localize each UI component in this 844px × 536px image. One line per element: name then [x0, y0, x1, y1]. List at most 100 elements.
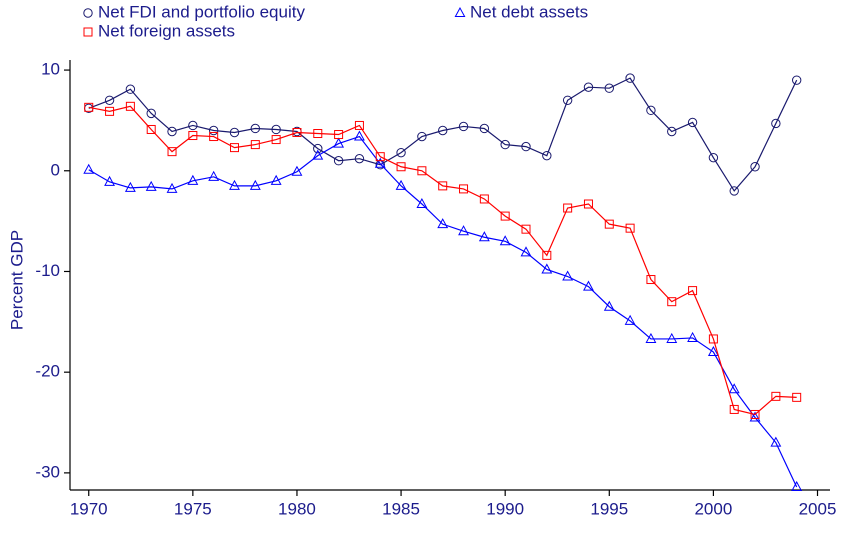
point — [188, 120, 198, 131]
point — [125, 84, 136, 94]
point — [542, 250, 552, 260]
point — [750, 162, 760, 172]
point — [313, 129, 323, 139]
point — [792, 392, 802, 402]
point — [541, 263, 553, 274]
point — [145, 180, 157, 191]
point — [84, 102, 94, 112]
point — [438, 125, 448, 136]
point — [417, 131, 427, 142]
point — [687, 117, 698, 128]
point — [166, 182, 178, 193]
point — [271, 124, 281, 135]
point — [479, 194, 489, 204]
point — [459, 184, 469, 194]
point — [604, 219, 614, 229]
point — [667, 297, 677, 307]
point — [250, 140, 260, 150]
point — [208, 125, 219, 136]
point — [458, 225, 469, 236]
point — [291, 165, 303, 176]
point — [500, 139, 510, 150]
point — [604, 83, 614, 93]
point — [417, 166, 427, 176]
x-tick-label: 2000 — [694, 499, 732, 518]
point — [562, 270, 574, 281]
point — [749, 411, 761, 422]
point — [354, 120, 364, 130]
point — [396, 147, 406, 158]
point — [667, 126, 677, 137]
legend-label: Net FDI and portfolio equity — [98, 2, 305, 21]
point — [791, 75, 802, 85]
point — [312, 149, 324, 160]
point — [438, 181, 448, 191]
point — [479, 123, 490, 134]
y-tick-label: -30 — [35, 462, 60, 481]
point — [146, 108, 156, 119]
point — [167, 126, 177, 137]
point — [209, 132, 219, 142]
series-line — [88, 135, 798, 488]
y-tick-label: 10 — [41, 60, 60, 79]
point — [105, 106, 115, 116]
y-tick-label: -20 — [35, 362, 60, 381]
point — [416, 197, 428, 209]
point — [104, 95, 115, 105]
point — [395, 179, 407, 190]
point — [562, 95, 573, 105]
point — [208, 170, 220, 181]
point — [728, 383, 740, 394]
point — [729, 186, 739, 196]
point — [229, 127, 240, 138]
point — [271, 135, 281, 145]
point — [188, 131, 198, 141]
point — [707, 345, 719, 357]
point — [646, 275, 656, 285]
point — [499, 235, 511, 246]
point — [334, 130, 344, 140]
point — [353, 130, 365, 141]
series-line — [88, 105, 797, 416]
legend-swatch — [454, 6, 466, 17]
legend-label: Net foreign assets — [98, 21, 235, 40]
legend-swatch — [83, 8, 93, 18]
point — [708, 334, 718, 344]
point — [354, 153, 365, 164]
point — [771, 118, 781, 129]
point — [542, 150, 552, 161]
point — [520, 246, 532, 257]
point — [124, 181, 136, 192]
point — [333, 137, 345, 148]
point — [229, 179, 240, 190]
point — [791, 480, 803, 491]
legend-label: Net debt assets — [470, 2, 588, 21]
series-line — [88, 77, 798, 192]
point — [583, 280, 594, 291]
point — [437, 218, 449, 229]
point — [229, 143, 239, 153]
legend-swatch — [83, 27, 93, 37]
point — [770, 436, 782, 447]
x-tick-label: 1995 — [590, 499, 628, 518]
point — [249, 179, 261, 190]
x-tick-label: 1990 — [486, 499, 524, 518]
point — [750, 409, 760, 419]
point — [583, 199, 593, 209]
point — [396, 162, 406, 172]
point — [521, 141, 531, 152]
point — [500, 211, 510, 221]
point — [333, 156, 344, 166]
y-tick-label: 0 — [51, 160, 60, 179]
point — [688, 286, 698, 296]
point — [729, 404, 739, 414]
x-tick-label: 2005 — [799, 499, 837, 518]
point — [292, 128, 302, 138]
point — [563, 203, 573, 213]
point — [187, 174, 199, 185]
point — [250, 123, 261, 134]
point — [603, 300, 615, 311]
point — [666, 332, 678, 343]
point — [313, 143, 323, 154]
